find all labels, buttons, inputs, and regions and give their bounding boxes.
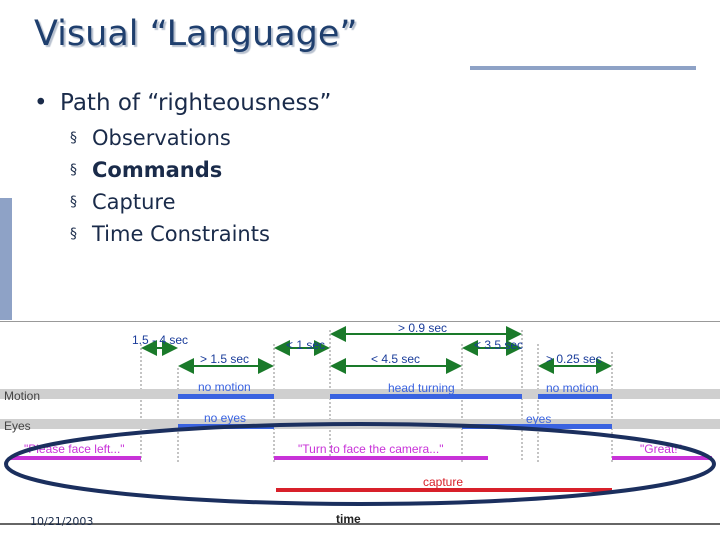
main-bullet-text: Path of “righteousness” bbox=[60, 90, 332, 116]
sub-item-label: Capture bbox=[92, 190, 176, 214]
interval-label: < 1 sec bbox=[286, 338, 325, 352]
sub-item-label: Time Constraints bbox=[92, 222, 270, 246]
sub-item-label: Observations bbox=[92, 126, 231, 150]
sub-item-observations: § Observations bbox=[70, 122, 270, 154]
sub-bullet-list: § Observations § Commands § Capture § Ti… bbox=[70, 122, 270, 250]
motion-segment-label: head turning bbox=[388, 381, 455, 395]
sub-item-label: Commands bbox=[92, 158, 223, 182]
sub-item-commands: § Commands bbox=[70, 154, 270, 186]
interval-label: 1.5 - 4 sec bbox=[132, 333, 188, 347]
motion-segment-label: no motion bbox=[198, 380, 251, 394]
sub-item-capture: § Capture bbox=[70, 186, 270, 218]
axis-label-time: time bbox=[336, 512, 361, 526]
bullet-dot-icon: • bbox=[34, 90, 48, 116]
section-mark-icon: § bbox=[70, 162, 77, 178]
motion-segment bbox=[330, 394, 522, 399]
eyes-segment bbox=[462, 424, 612, 429]
slide-title: Visual “Language” bbox=[34, 14, 358, 54]
sub-item-time-constraints: § Time Constraints bbox=[70, 218, 270, 250]
interval-label: > 1.5 sec bbox=[200, 352, 249, 366]
motion-segment bbox=[538, 394, 612, 399]
eyes-segment-label: no eyes bbox=[204, 411, 246, 425]
motion-segment bbox=[178, 394, 274, 399]
motion-segment-label: no motion bbox=[546, 381, 599, 395]
main-bullet: • Path of “righteousness” bbox=[34, 90, 331, 116]
interval-label: > 0.25 sec bbox=[546, 352, 602, 366]
track-label-motion: Motion bbox=[4, 389, 40, 403]
highlight-ellipse bbox=[4, 422, 716, 506]
eyes-segment-label: eyes bbox=[526, 412, 551, 426]
command-label: "Turn to face the camera..." bbox=[298, 442, 443, 456]
slide-date: 10/21/2003 bbox=[30, 515, 94, 528]
interval-label: < 4.5 sec bbox=[371, 352, 420, 366]
section-mark-icon: § bbox=[70, 226, 77, 242]
interval-label: < 3.5 sec bbox=[474, 338, 523, 352]
interval-arrows bbox=[141, 326, 612, 374]
section-mark-icon: § bbox=[70, 130, 77, 146]
track-label-eyes: Eyes bbox=[4, 419, 31, 433]
section-mark-icon: § bbox=[70, 194, 77, 210]
interval-label: > 0.9 sec bbox=[398, 322, 447, 335]
timeline-diagram: 1.5 - 4 sec > 0.9 sec < 1 sec < 3.5 sec … bbox=[0, 321, 720, 541]
title-rule bbox=[470, 66, 696, 70]
capture-label: capture bbox=[423, 475, 463, 489]
left-accent-bar bbox=[0, 198, 12, 320]
